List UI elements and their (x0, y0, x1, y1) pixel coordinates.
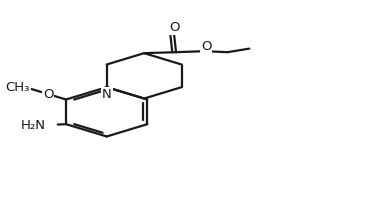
Text: O: O (169, 21, 179, 34)
Text: CH₃: CH₃ (5, 81, 29, 94)
Text: O: O (43, 88, 54, 101)
Text: H₂N: H₂N (20, 119, 45, 132)
Text: O: O (201, 40, 211, 53)
Text: N: N (102, 88, 112, 101)
